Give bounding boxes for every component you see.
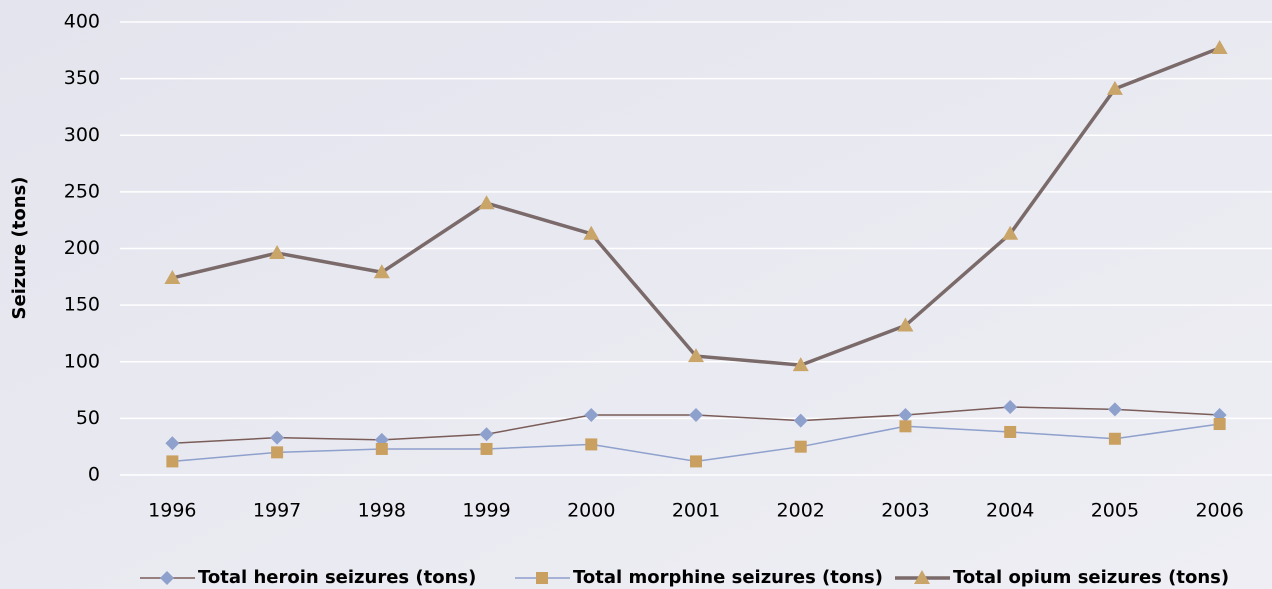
- data-point: [373, 264, 390, 279]
- data-point: [1108, 432, 1121, 445]
- legend-label: Total morphine seizures (tons): [573, 567, 883, 588]
- x-tick-label: 2004: [986, 500, 1034, 522]
- data-point: [271, 446, 284, 459]
- x-tick-label: 1998: [358, 500, 406, 522]
- legend-label: Total opium seizures (tons): [953, 567, 1229, 588]
- data-point: [164, 269, 181, 284]
- x-tick-label: 2003: [881, 500, 929, 522]
- data-point: [269, 245, 286, 260]
- legend-marker: [536, 572, 548, 584]
- x-tick-label: 2001: [672, 500, 720, 522]
- data-point: [1106, 80, 1123, 95]
- data-point: [480, 442, 493, 455]
- data-point: [688, 348, 704, 363]
- data-point: [1002, 225, 1019, 240]
- data-point: [478, 195, 495, 210]
- y-tick-label: 100: [64, 350, 100, 372]
- data-point: [1003, 400, 1018, 415]
- data-point: [690, 455, 702, 468]
- data-point: [166, 455, 179, 468]
- data-point: [584, 407, 599, 422]
- y-tick-label: 150: [64, 294, 100, 316]
- y-tick-label: 250: [64, 180, 100, 202]
- data-point: [1004, 425, 1017, 438]
- data-point: [897, 317, 914, 332]
- data-point: [375, 442, 388, 455]
- data-point: [899, 420, 912, 433]
- data-point: [479, 427, 494, 442]
- data-point: [165, 436, 180, 451]
- x-tick-label: 1996: [148, 500, 196, 522]
- y-tick-label: 50: [76, 407, 100, 429]
- data-point: [689, 407, 703, 422]
- x-tick-label: 1999: [462, 500, 510, 522]
- data-point: [1213, 418, 1226, 431]
- data-point: [270, 430, 285, 445]
- x-tick-label: 2006: [1195, 500, 1243, 522]
- x-tick-label: 2000: [567, 500, 615, 522]
- x-tick-label: 1997: [253, 500, 301, 522]
- legend-marker: [914, 570, 930, 584]
- data-point: [1211, 40, 1228, 55]
- y-tick-label: 200: [64, 237, 100, 259]
- data-point: [793, 413, 808, 428]
- legend-label: Total heroin seizures (tons): [198, 567, 476, 588]
- data-point: [794, 440, 807, 453]
- y-axis-label: Seizure (tons): [9, 177, 30, 320]
- data-point: [898, 407, 913, 422]
- data-point: [792, 357, 809, 372]
- x-tick-label: 2005: [1091, 500, 1139, 522]
- y-tick-label: 400: [64, 11, 100, 33]
- y-tick-label: 300: [64, 124, 100, 146]
- data-point: [1107, 402, 1122, 417]
- y-tick-label: 350: [64, 67, 100, 89]
- x-tick-label: 2002: [777, 500, 825, 522]
- data-point: [583, 225, 600, 240]
- y-tick-label: 0: [88, 464, 100, 486]
- legend-marker: [160, 571, 174, 585]
- data-point: [585, 438, 598, 451]
